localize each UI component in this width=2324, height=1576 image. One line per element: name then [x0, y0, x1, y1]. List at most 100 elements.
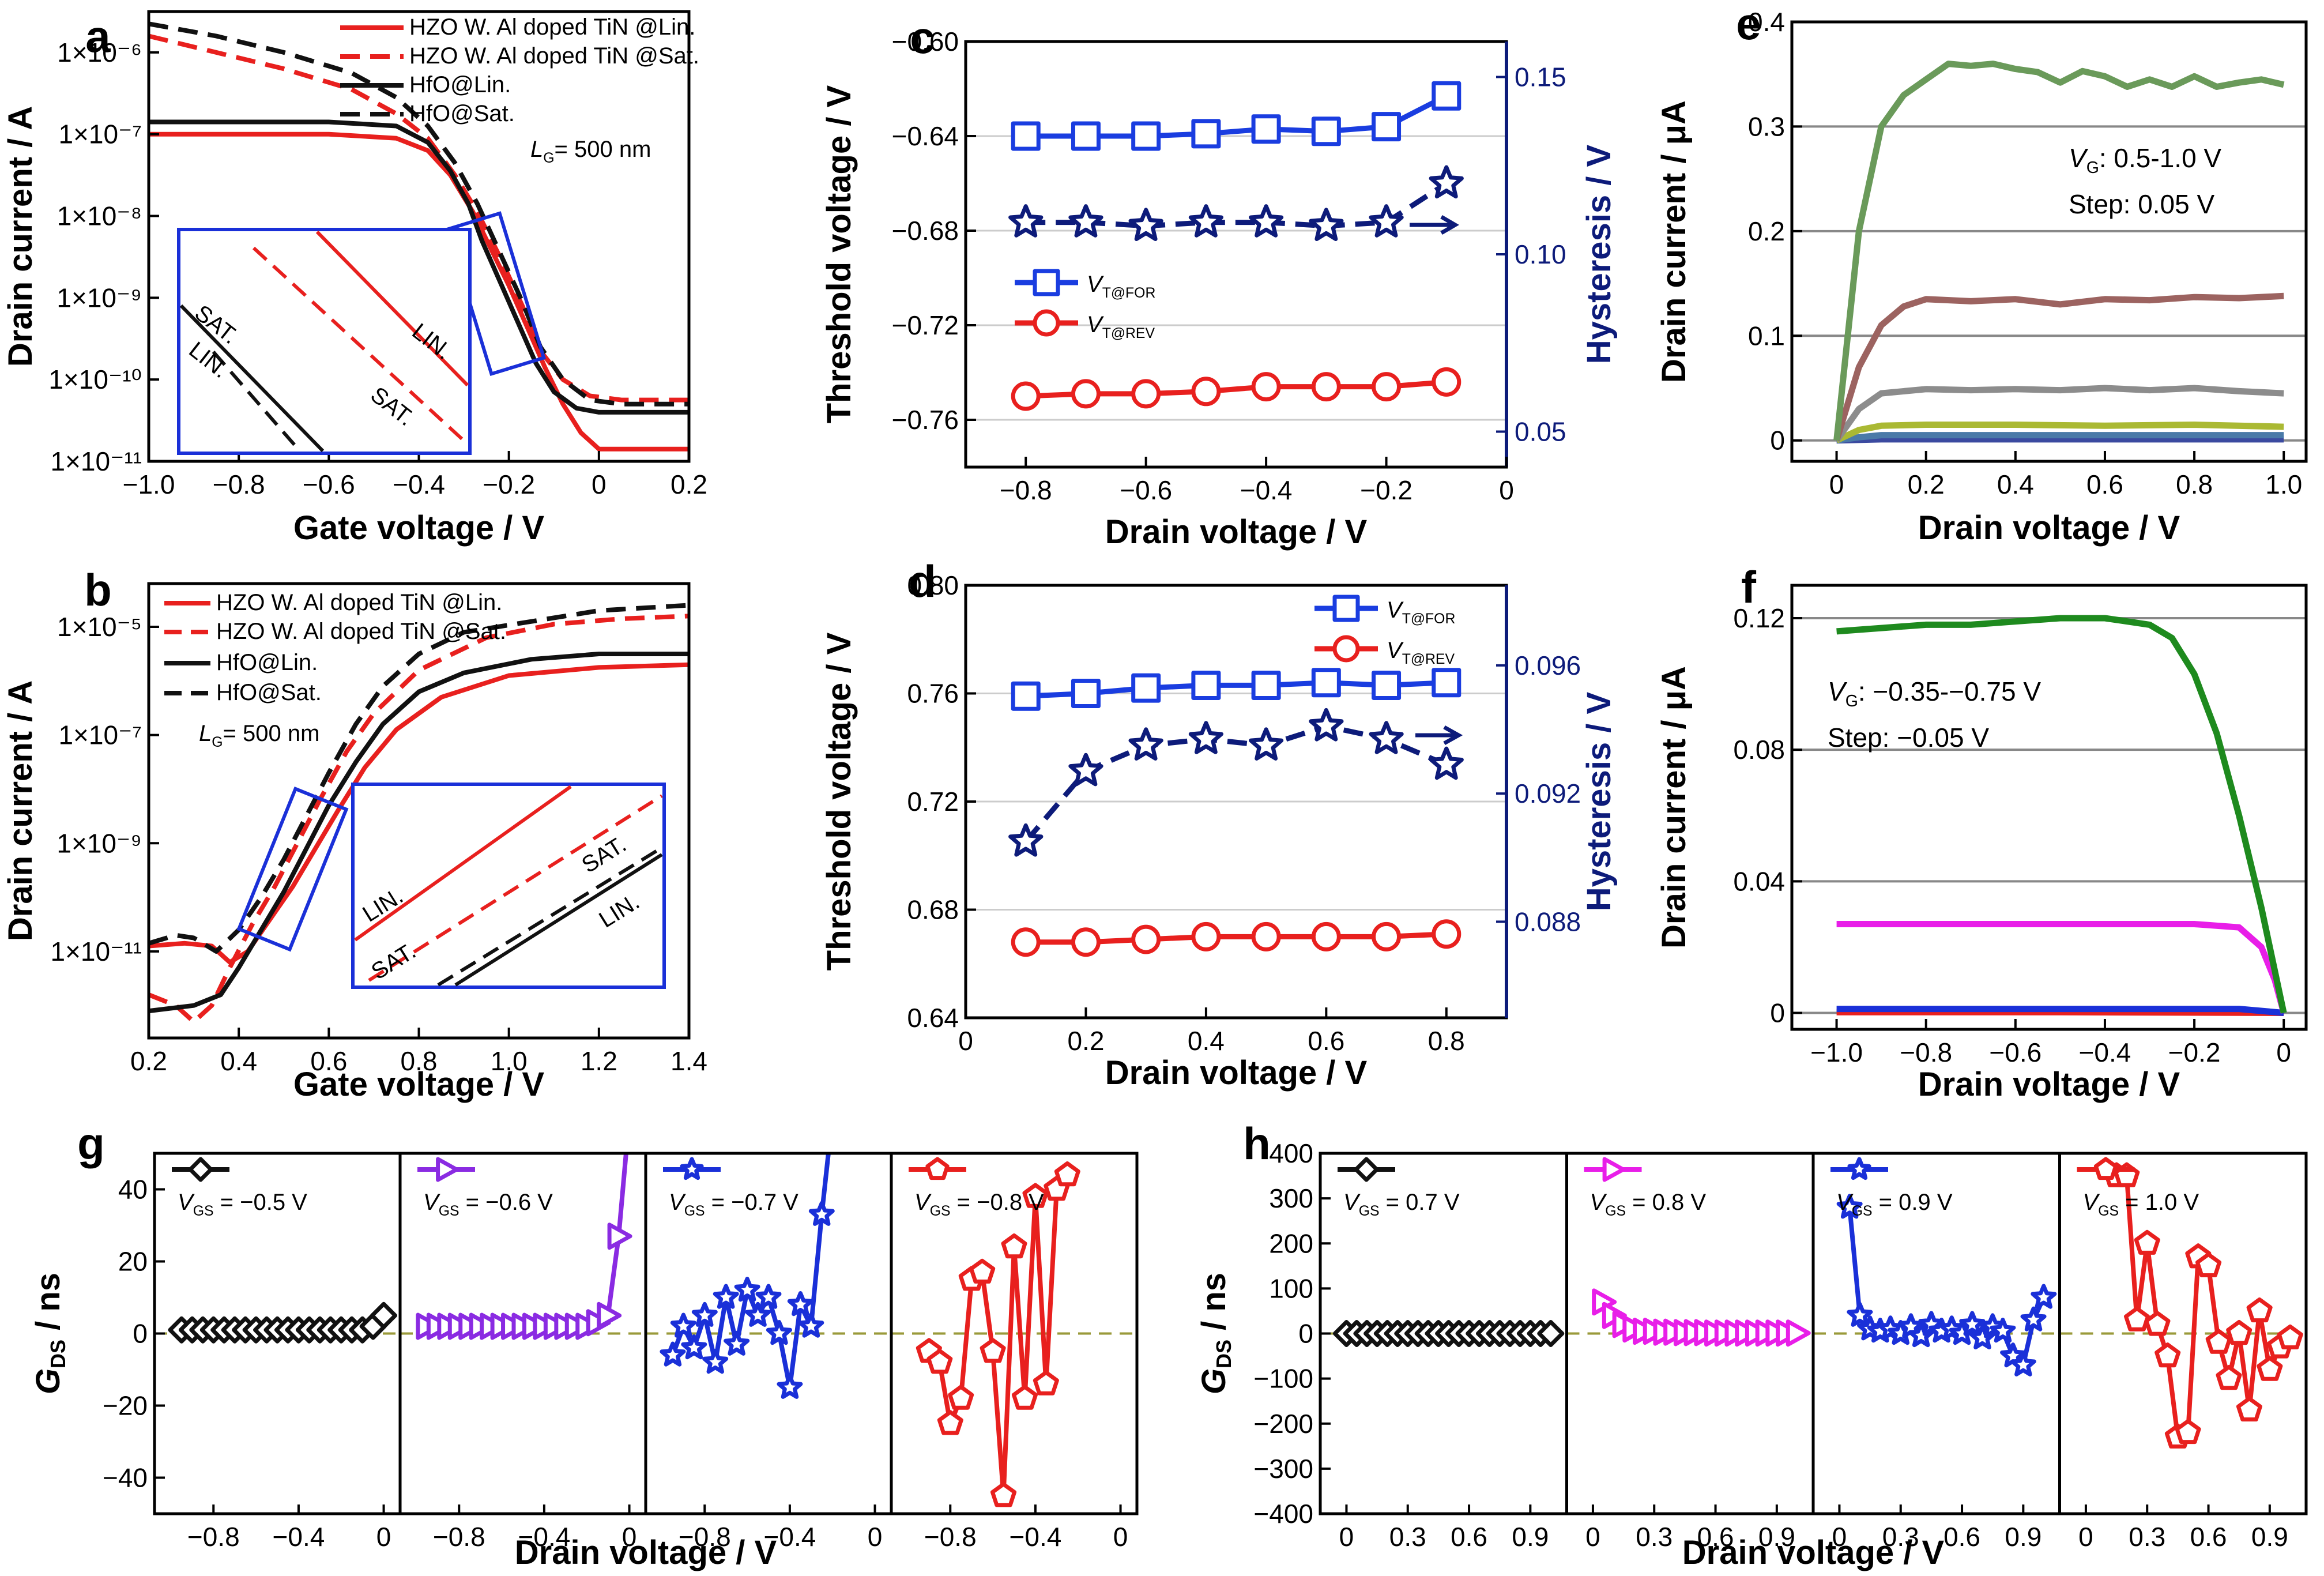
c-ytick2-label: 0.10 — [1515, 239, 1566, 269]
subplot-g-1 — [155, 1302, 400, 1344]
h-xtick-label: 0.3 — [1636, 1522, 1673, 1552]
legend-entry-g-sub: GS — [684, 1203, 705, 1219]
b-ytick-label: 1×10⁻⁹ — [57, 828, 142, 858]
series-3-point — [1369, 721, 1404, 754]
legend-entry-h: VGS = 0.7 V — [1343, 1190, 1460, 1219]
series-g-3-point — [702, 1349, 729, 1374]
series-5-line — [1836, 432, 2284, 444]
d-ytick-label: 0.80 — [907, 570, 959, 600]
series-1-point — [1251, 114, 1281, 144]
legend-entry-g: VGS = −0.5 V — [178, 1190, 307, 1219]
series-g-3-point — [777, 1374, 803, 1399]
legend-marker-d — [1332, 635, 1360, 663]
c-xtick-label: −0.4 — [1240, 475, 1293, 505]
c-ytick-label: −0.68 — [892, 216, 959, 246]
series-1-point — [1131, 121, 1161, 151]
legend-entry-h-text: = 0.7 V — [1380, 1190, 1460, 1215]
annotation-b-sub: G — [212, 735, 223, 750]
legend-entry-d-sub: T@REV — [1402, 652, 1455, 667]
series-h-4-point — [2257, 1356, 2283, 1381]
c-ytick-label: −0.60 — [892, 27, 959, 57]
legend-entry-h: VGS = 0.8 V — [1590, 1190, 1707, 1219]
series-6-line — [1836, 436, 2284, 444]
e-xtick-label: 0.8 — [2176, 469, 2213, 499]
e-ytick-label: 0.3 — [1748, 111, 1785, 141]
h-ytick-label: 300 — [1269, 1183, 1313, 1213]
panel-label-e: e — [1736, 0, 1761, 49]
annotation-line1-f-sub: G — [1845, 692, 1858, 710]
series-3-point — [1369, 204, 1404, 238]
series-h-3-point — [1959, 1311, 1986, 1336]
series-2-point — [1251, 372, 1281, 402]
series-g-4-point — [990, 1482, 1017, 1507]
h-xtick-label: 0.3 — [2129, 1522, 2165, 1552]
series-g-4-point — [937, 1410, 963, 1435]
plot-b — [149, 603, 689, 1024]
x-axis-label-a: Gate voltage / V — [293, 509, 544, 547]
a-xtick-label: −1.0 — [123, 469, 175, 499]
inset-frame-a — [177, 228, 472, 455]
series-1-point — [1131, 673, 1161, 703]
series-1-point — [1432, 81, 1462, 111]
series-h-3-point — [2020, 1306, 2047, 1331]
subplot-h-1 — [1320, 1320, 1567, 1347]
series-2-point — [1372, 921, 1402, 951]
series-1-point — [1432, 668, 1462, 698]
series-h-4-point — [2195, 1252, 2222, 1277]
g-xtick-label: 0 — [376, 1522, 391, 1552]
f-xtick-label: −0.8 — [1900, 1037, 1952, 1067]
g-ytick-label: 20 — [118, 1247, 148, 1277]
c-xtick-label: −0.6 — [1120, 475, 1172, 505]
legend-entry-h-sub: GS — [2098, 1203, 2119, 1219]
legend-entry-g-main: V — [669, 1190, 686, 1215]
legend-entry-g-text: = −0.6 V — [459, 1190, 553, 1215]
f-ytick-label: 0.12 — [1733, 603, 1785, 633]
legend-entry-c: VT@FOR — [1087, 272, 1155, 301]
series-2-line — [1833, 292, 2284, 442]
h-xtick-label: 0 — [1339, 1522, 1354, 1552]
series-3-point — [1188, 721, 1223, 754]
series-3-line — [149, 652, 689, 1014]
annotation-line2-e: Step: 0.05 V — [2069, 189, 2214, 219]
y-axis-label-h-text: / ns — [1195, 1273, 1233, 1340]
f-ytick-label: 0 — [1770, 998, 1785, 1028]
a-ytick-label: 1×10⁻¹⁰ — [48, 364, 142, 394]
e-xtick-label: 1.0 — [2265, 469, 2302, 499]
e-xtick-label: 0 — [1829, 469, 1844, 499]
series-3-point — [1249, 204, 1284, 238]
annotation-a-text: = 500 nm — [555, 137, 651, 162]
series-h-3-point — [1847, 1302, 1873, 1327]
a-ytick-label: 1×10⁻¹¹ — [50, 446, 142, 476]
series-2-point — [1131, 924, 1161, 954]
h-ytick-label: −200 — [1253, 1409, 1313, 1439]
annotation-a: LG= 500 nm — [530, 137, 651, 166]
y-axis-label-g-text: / ns — [29, 1273, 67, 1340]
plot-frame — [1790, 20, 2308, 463]
inset-line-b — [437, 846, 663, 987]
a-xtick-label: 0.2 — [671, 469, 707, 499]
c-ytick2-label: 0.15 — [1515, 62, 1566, 92]
legend-entry-g: VGS = −0.7 V — [669, 1190, 798, 1219]
d-ytick-label: 0.68 — [907, 895, 959, 925]
f-xtick-label: −0.2 — [2168, 1037, 2221, 1067]
series-g-4-line — [927, 1173, 1069, 1498]
series-2-point — [1131, 379, 1161, 409]
series-h-1-point — [1537, 1320, 1565, 1347]
series-3-line — [1836, 1006, 2284, 1016]
legend-entry-g-text: = −0.8 V — [951, 1190, 1045, 1215]
inset-line-b — [368, 794, 663, 982]
series-1-point — [1311, 668, 1341, 698]
series-h-4-point — [2226, 1320, 2253, 1345]
series-2-point — [1191, 377, 1221, 407]
annotation-line1-f-text: : −0.35-−0.75 V — [1858, 676, 2041, 706]
series-h-4-point — [2124, 1306, 2150, 1331]
h-xtick-label: 0.9 — [1512, 1522, 1549, 1552]
series-h-3-point — [1836, 1194, 1863, 1219]
h-xtick-label: 0.3 — [1389, 1522, 1426, 1552]
annotation-b-text: = 500 nm — [223, 721, 320, 746]
series-3-point — [1008, 823, 1044, 857]
subplot-g-2 — [400, 1153, 646, 1340]
series-h-4-point — [2246, 1297, 2273, 1323]
legend-marker-h — [1354, 1157, 1379, 1182]
